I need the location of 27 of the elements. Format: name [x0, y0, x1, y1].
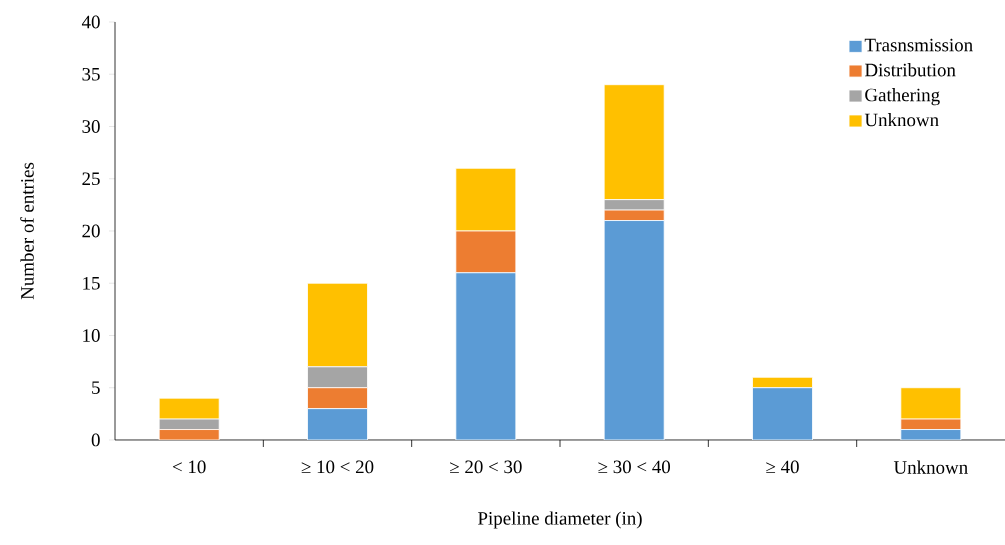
y-tick-label: 15 [83, 276, 100, 290]
legend-label: Distribution [864, 63, 956, 77]
bar [455, 272, 517, 440]
x-tick-label: < 10 [172, 460, 206, 474]
x-axis-title: Pipeline diameter (in) [478, 511, 642, 529]
y-tick-label: 0 [91, 433, 100, 447]
y-tick-label: 40 [81, 15, 100, 29]
x-tick-label: ≥ 10 < 20 [301, 460, 374, 474]
bar [307, 408, 368, 440]
y-tick-label: 30 [82, 120, 100, 133]
y-tick-label: 5 [92, 381, 100, 395]
x-tick-label: ≥ 30 < 40 [598, 460, 671, 474]
legend-label: Gathering [865, 88, 940, 106]
legend-label: Unknown [864, 113, 939, 127]
x-tick-label: ≥ 40 [766, 460, 799, 474]
y-tick-label: 20 [82, 224, 100, 238]
bar [307, 387, 368, 410]
y-tick-label: 10 [83, 329, 100, 342]
y-tick-label: 25 [82, 172, 100, 186]
legend-label: Trasnsmission [864, 38, 973, 52]
y-tick-label: 35 [82, 67, 100, 81]
x-tick-label: ≥ 20 < 30 [450, 460, 522, 474]
y-axis-title: Number of entries [20, 162, 34, 300]
bar [603, 220, 665, 440]
bar [455, 230, 517, 274]
bar [752, 387, 813, 440]
x-tick-label: Unknown [893, 460, 968, 474]
